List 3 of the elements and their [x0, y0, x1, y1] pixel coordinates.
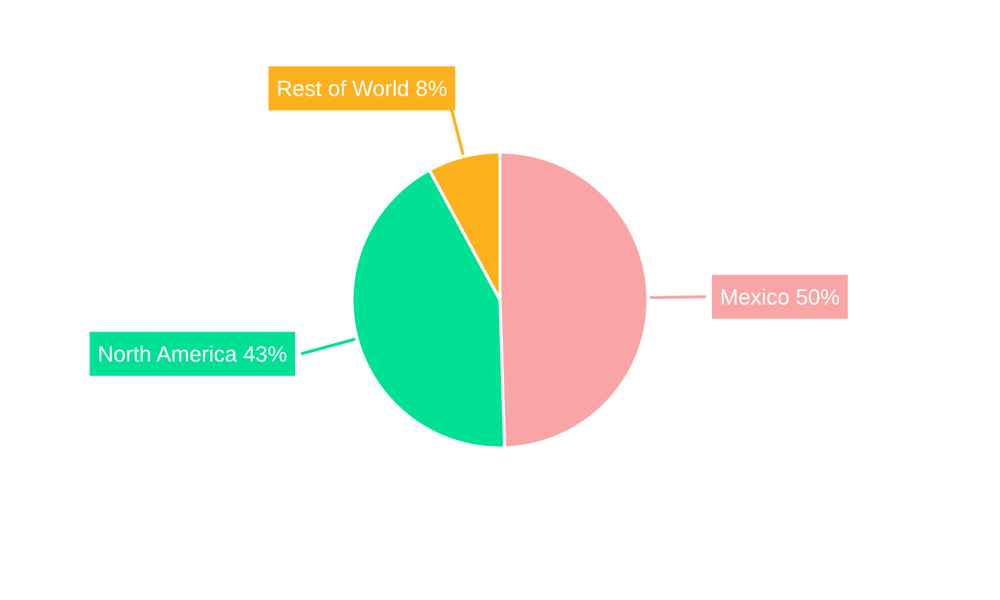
slice-label: North America 43% [98, 342, 288, 367]
slice-label: Mexico 50% [720, 284, 840, 310]
slice-label: Rest of World 8% [276, 76, 448, 102]
